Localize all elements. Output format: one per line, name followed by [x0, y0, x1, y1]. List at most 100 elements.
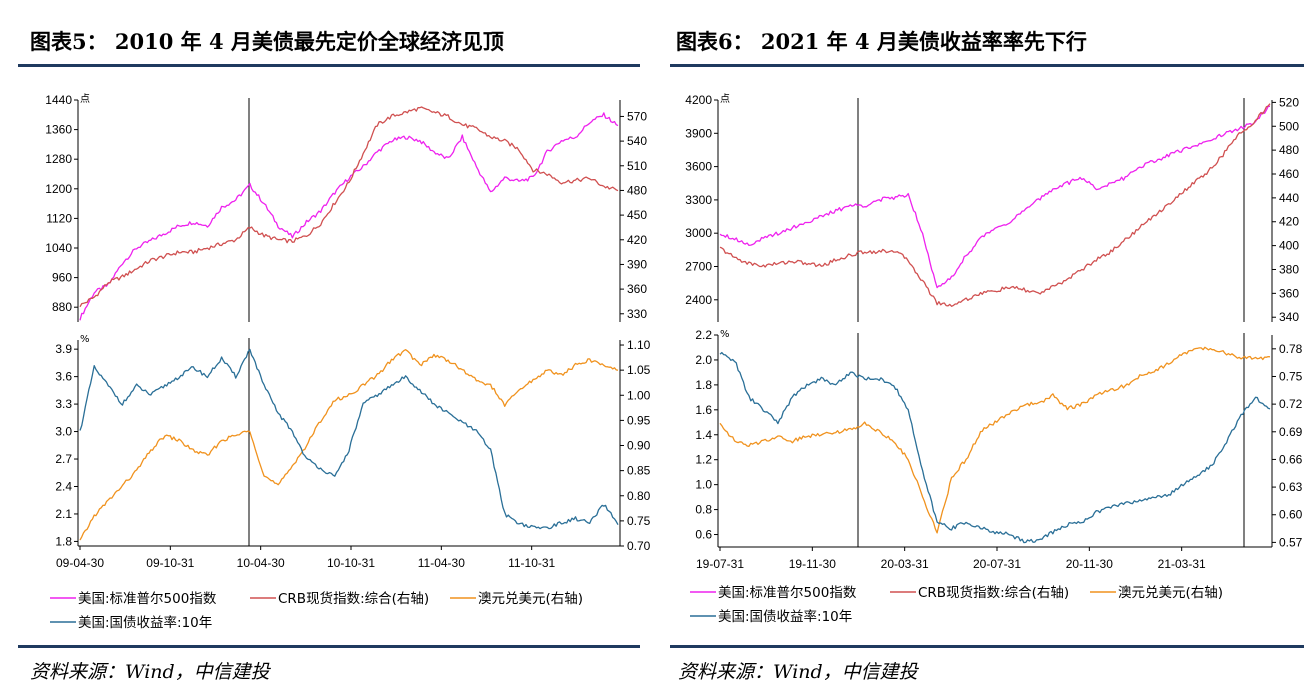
- right-tick-label: 440: [1279, 191, 1299, 205]
- right-tick-label: 0.60: [1279, 508, 1303, 522]
- legend-label: CRB现货指数:综合(右轴): [918, 584, 1069, 601]
- left-tick-label: 0.8: [695, 503, 712, 517]
- left-tick-label: 3900: [685, 126, 712, 140]
- right-source-rule: [670, 645, 1304, 648]
- series-line: [719, 105, 1270, 289]
- legend-label: 澳元兑美元(右轴): [1118, 585, 1223, 601]
- left-tick-label: 1200: [45, 182, 72, 196]
- right-tick-label: 1.10: [627, 338, 651, 352]
- right-tick-label: 0.63: [1279, 480, 1303, 494]
- right-tick-label: 420: [627, 233, 647, 247]
- right-tick-label: 360: [1279, 286, 1299, 300]
- legend-label: 美国:标准普尔500指数: [78, 591, 217, 607]
- right-tick-label: 510: [627, 159, 647, 173]
- right-tick-label: 390: [627, 257, 647, 271]
- right-tick-label: 0.69: [1279, 425, 1303, 439]
- right-tick-label: 0.85: [627, 464, 651, 478]
- x-tick-label: 10-10-31: [327, 556, 375, 570]
- left-axis-unit: %: [80, 334, 90, 345]
- legend-label: CRB现货指数:综合(右轴): [278, 590, 429, 607]
- left-tick-label: 2.4: [55, 479, 72, 493]
- right-tick-label: 0.95: [627, 413, 651, 427]
- left-tick-label: 3.0: [55, 425, 72, 439]
- right-tick-label: 0.66: [1279, 452, 1303, 466]
- x-tick-label: 09-10-31: [146, 556, 194, 570]
- right-tick-label: 0.78: [1279, 342, 1303, 356]
- left-tick-label: 1440: [45, 93, 72, 107]
- right-tick-label: 540: [627, 134, 647, 148]
- series-line: [79, 112, 619, 321]
- right-tick-label: 1.05: [627, 363, 651, 377]
- left-tick-label: 3000: [685, 226, 712, 240]
- legend-label: 美国:国债收益率:10年: [78, 614, 212, 631]
- x-tick-label: 10-04-30: [237, 556, 285, 570]
- series-line: [79, 348, 619, 530]
- left-tick-label: 1040: [45, 241, 72, 255]
- left-tick-label: 1.6: [695, 403, 712, 417]
- legend-label: 美国:国债收益率:10年: [718, 608, 852, 625]
- left-source-rule: [18, 645, 640, 648]
- left-tick-label: 1.4: [695, 428, 712, 442]
- right-tick-label: 1.00: [627, 388, 651, 402]
- series-line: [719, 103, 1271, 307]
- right-tick-label: 570: [627, 109, 647, 123]
- right-tick-label: 400: [1279, 239, 1299, 253]
- left-tick-label: 3600: [685, 160, 712, 174]
- left-tick-label: 1280: [45, 152, 72, 166]
- left-tick-label: 2.0: [695, 353, 712, 367]
- series-line: [719, 346, 1271, 534]
- right-tick-label: 480: [1279, 143, 1299, 157]
- right-source-note: 资料来源：Wind，中信建投: [678, 661, 918, 683]
- left-tick-label: 2400: [685, 293, 712, 307]
- left-tick-label: 880: [52, 300, 72, 314]
- legend-label: 美国:标准普尔500指数: [718, 585, 857, 601]
- x-tick-label: 20-07-31: [973, 557, 1021, 571]
- x-tick-label: 20-11-30: [1066, 557, 1113, 571]
- series-line: [79, 349, 619, 541]
- left-tick-label: 1120: [46, 211, 72, 225]
- left-tick-label: 1.8: [695, 378, 712, 392]
- right-tick-label: 420: [1279, 215, 1299, 229]
- left-tick-label: 3.6: [55, 370, 72, 384]
- left-tick-label: 2.1: [55, 507, 72, 521]
- left-title-rule: [18, 64, 640, 67]
- x-tick-label: 21-03-31: [1158, 557, 1206, 571]
- right-tick-label: 0.90: [627, 439, 651, 453]
- left-tick-label: 3.3: [55, 397, 72, 411]
- left-axis-unit: %: [720, 329, 730, 340]
- x-tick-label: 19-11-30: [789, 557, 836, 571]
- right-tick-label: 460: [1279, 167, 1299, 181]
- right-tick-label: 480: [627, 183, 647, 197]
- right-tick-label: 0.57: [1279, 535, 1303, 549]
- left-tick-label: 1.8: [55, 534, 72, 548]
- x-tick-label: 19-07-31: [696, 557, 744, 571]
- left-axis-unit: 点: [720, 93, 730, 105]
- right-title-rule: [670, 64, 1304, 67]
- legend-label: 澳元兑美元(右轴): [478, 591, 583, 607]
- right-tick-label: 380: [1279, 262, 1299, 276]
- left-tick-label: 1.2: [695, 453, 712, 467]
- left-tick-label: 3300: [685, 193, 712, 207]
- series-line: [719, 351, 1271, 544]
- right-figure-title: 图表6： 2021 年 4 月美债收益率率先下行: [676, 29, 1087, 54]
- right-tick-label: 340: [1279, 310, 1299, 324]
- right-tick-label: 0.75: [1279, 369, 1303, 383]
- right-tick-label: 0.72: [1279, 397, 1303, 411]
- left-tick-label: 1360: [45, 123, 72, 137]
- right-tick-label: 450: [627, 208, 647, 222]
- right-tick-label: 0.75: [627, 514, 651, 528]
- right-tick-label: 0.80: [627, 489, 651, 503]
- right-tick-label: 500: [1279, 119, 1299, 133]
- right-tick-label: 360: [627, 282, 647, 296]
- x-tick-label: 11-04-30: [418, 556, 465, 570]
- left-tick-label: 960: [52, 271, 72, 285]
- left-tick-label: 0.6: [695, 528, 712, 542]
- series-line: [79, 106, 619, 308]
- left-tick-label: 2.7: [55, 452, 72, 466]
- left-tick-label: 3.9: [55, 342, 72, 356]
- left-figure-title: 图表5： 2010 年 4 月美债最先定价全球经济见顶: [30, 29, 504, 54]
- left-tick-label: 2700: [685, 260, 712, 274]
- left-tick-label: 1.0: [695, 478, 712, 492]
- left-tick-label: 2.2: [695, 328, 712, 342]
